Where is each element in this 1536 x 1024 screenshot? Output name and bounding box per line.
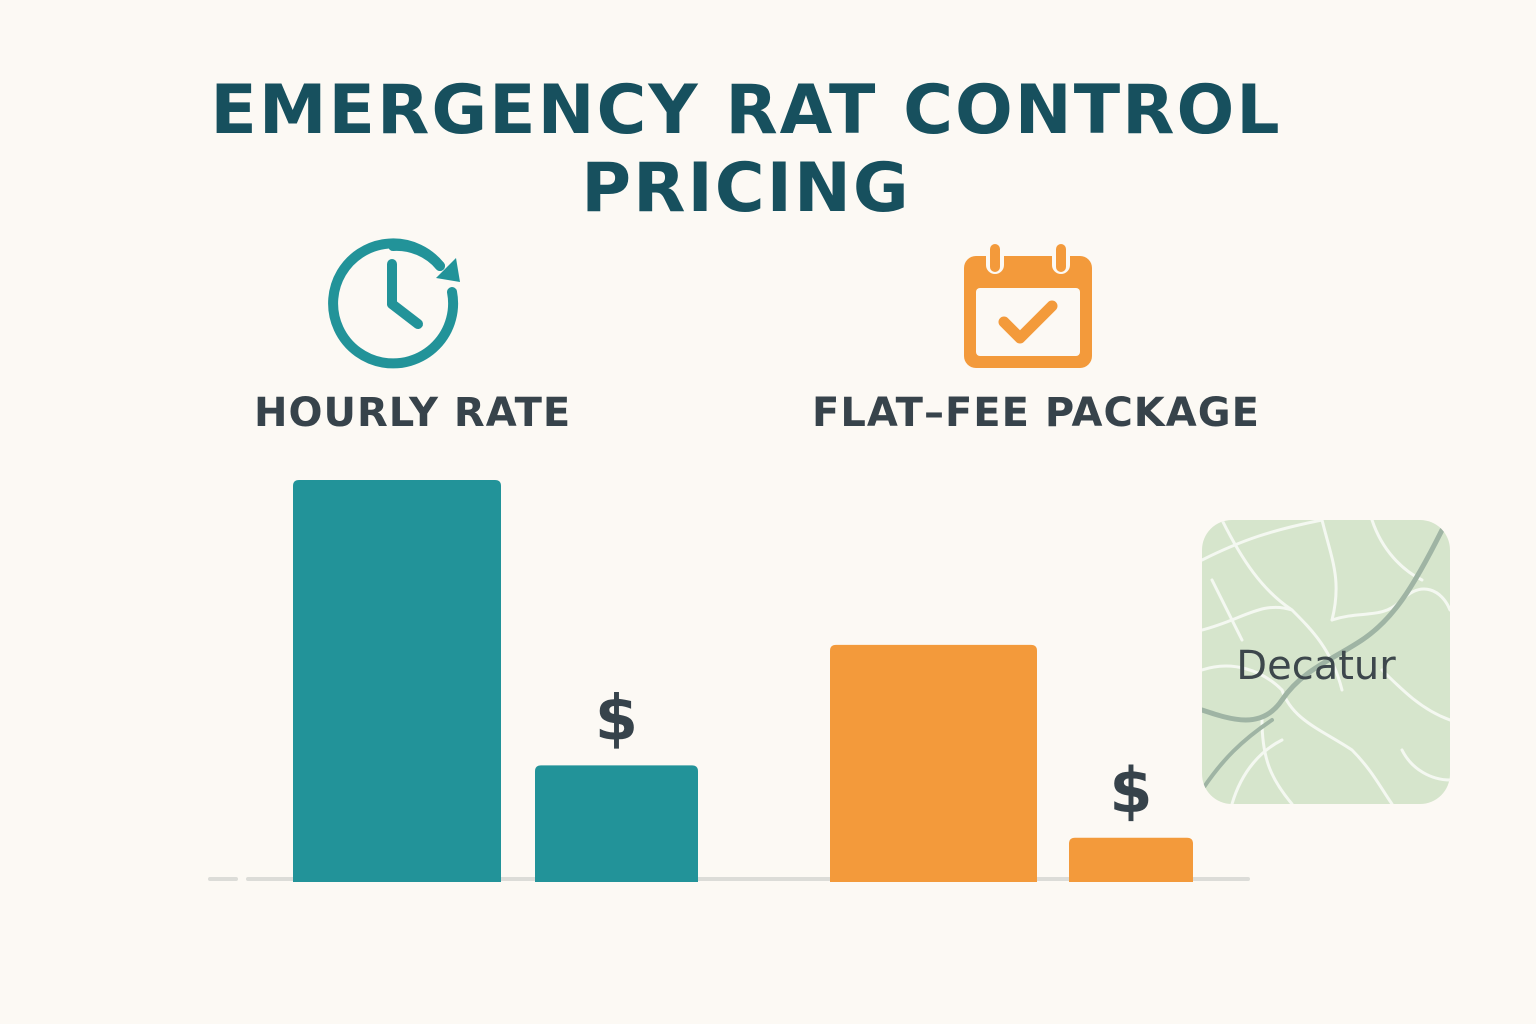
bar-hourly-rate-2 <box>535 765 698 882</box>
calendar-check-icon <box>960 240 1096 372</box>
hourly-rate-label: HOURLY RATE <box>254 390 572 436</box>
page-title: EMERGENCY RAT CONTROL PRICING <box>0 72 1492 228</box>
map-location-label: Decatur <box>1236 643 1396 689</box>
flat-fee-package-label: FLAT–FEE PACKAGE <box>812 390 1260 436</box>
clock-refresh-icon <box>322 232 468 372</box>
dollar-sign-label: $ <box>595 681 638 754</box>
map-icon: Decatur <box>1202 520 1450 804</box>
bar-hourly-rate-1 <box>293 480 501 882</box>
bar-flat-fee-1 <box>830 644 1037 882</box>
title-line-2: PRICING <box>581 149 911 228</box>
title-line-1: EMERGENCY RAT CONTROL <box>210 71 1282 150</box>
bar-flat-fee-2 <box>1069 837 1193 882</box>
dollar-sign-label: $ <box>1109 754 1152 827</box>
